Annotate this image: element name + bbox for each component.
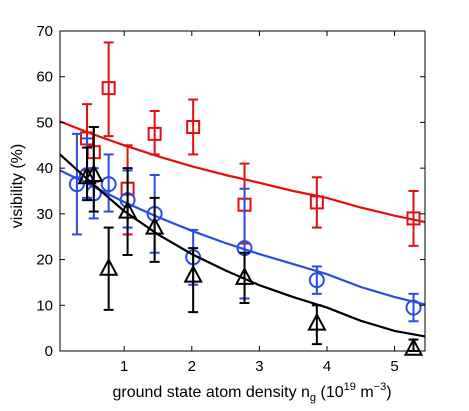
data-point-square: [101, 81, 116, 96]
x-tick-label: 5: [390, 358, 398, 375]
error-bar: [311, 265, 322, 295]
data-point-triangle: [84, 163, 104, 182]
data-point-triangle: [144, 216, 165, 235]
fit-line-triangle: [59, 153, 426, 338]
data-point-circle: [308, 272, 325, 289]
y-tick-label: 20: [36, 252, 53, 269]
x-tick-label: 3: [255, 358, 263, 375]
data-point-square: [186, 120, 201, 134]
x-tick-label: 4: [323, 358, 331, 375]
plot-area: [59, 41, 426, 356]
x-axis-label: ground state atom density ng (1019 m−3): [112, 381, 391, 404]
error-bar: [149, 110, 160, 156]
data-point-triangle: [403, 337, 424, 356]
data-point-square: [406, 211, 421, 226]
y-axis-label: visibility (%): [9, 144, 26, 228]
error-bar: [311, 304, 322, 346]
axes-box: [59, 30, 426, 352]
x-tick-label: 2: [188, 358, 196, 375]
data-point-triangle: [117, 200, 138, 219]
error-bar: [122, 167, 133, 256]
data-point-triangle: [77, 166, 97, 185]
data-point-square: [147, 126, 162, 141]
error-bar: [188, 247, 199, 314]
data-point-triangle: [307, 312, 327, 331]
data-point-square: [309, 195, 324, 210]
error-bar: [88, 126, 99, 213]
y-tick-label: 50: [36, 114, 53, 131]
y-tick-label: 10: [36, 297, 53, 314]
data-point-circle: [100, 176, 117, 193]
error-bar: [82, 146, 93, 202]
y-tick-label: 40: [36, 160, 53, 177]
error-bar: [103, 41, 114, 138]
error-bar: [149, 196, 160, 263]
y-tick-label: 70: [36, 23, 53, 40]
y-tick-label: 0: [45, 343, 53, 360]
y-tick-label: 30: [36, 206, 53, 223]
fit-line-circle: [59, 169, 426, 306]
data-point-circle: [405, 299, 422, 316]
error-bar: [71, 132, 82, 236]
series-circle: [59, 132, 426, 323]
error-bar: [408, 190, 419, 247]
error-bar: [103, 226, 114, 311]
x-tick-label: 1: [120, 358, 128, 375]
data-point-triangle: [234, 266, 255, 285]
error-bar: [239, 251, 250, 304]
y-tick-label: 60: [36, 69, 53, 86]
error-bar: [103, 153, 114, 213]
data-point-triangle: [183, 264, 203, 283]
error-bar: [188, 98, 199, 156]
fit-line-square: [59, 120, 426, 224]
data-point-triangle: [99, 257, 119, 276]
series-square: [59, 41, 426, 247]
error-bar: [408, 292, 419, 323]
error-bar: [311, 176, 322, 229]
